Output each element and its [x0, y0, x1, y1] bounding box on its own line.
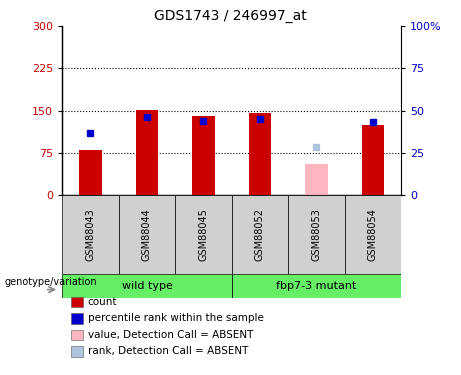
- FancyBboxPatch shape: [62, 195, 118, 274]
- Text: count: count: [88, 297, 117, 307]
- FancyBboxPatch shape: [231, 195, 288, 274]
- FancyBboxPatch shape: [118, 195, 175, 274]
- Text: GSM88054: GSM88054: [368, 208, 378, 261]
- Text: fbp7-3 mutant: fbp7-3 mutant: [276, 281, 356, 291]
- Text: GSM88044: GSM88044: [142, 208, 152, 261]
- Text: GSM88043: GSM88043: [85, 208, 95, 261]
- FancyBboxPatch shape: [62, 274, 231, 298]
- FancyBboxPatch shape: [231, 274, 401, 298]
- Text: GSM88053: GSM88053: [311, 208, 321, 261]
- Text: GDS1743 / 246997_at: GDS1743 / 246997_at: [154, 9, 307, 23]
- Bar: [192, 116, 215, 195]
- Text: value, Detection Call = ABSENT: value, Detection Call = ABSENT: [88, 330, 253, 340]
- Text: wild type: wild type: [122, 281, 172, 291]
- FancyBboxPatch shape: [288, 195, 344, 274]
- FancyBboxPatch shape: [344, 195, 401, 274]
- Text: percentile rank within the sample: percentile rank within the sample: [88, 314, 264, 323]
- Bar: [79, 150, 102, 195]
- Bar: [361, 124, 384, 195]
- Text: GSM88052: GSM88052: [255, 208, 265, 261]
- Text: GSM88045: GSM88045: [198, 208, 208, 261]
- Text: rank, Detection Call = ABSENT: rank, Detection Call = ABSENT: [88, 346, 248, 356]
- Bar: [248, 113, 271, 195]
- Text: genotype/variation: genotype/variation: [5, 277, 97, 287]
- Bar: [136, 110, 158, 195]
- FancyBboxPatch shape: [175, 195, 231, 274]
- Bar: [305, 164, 328, 195]
